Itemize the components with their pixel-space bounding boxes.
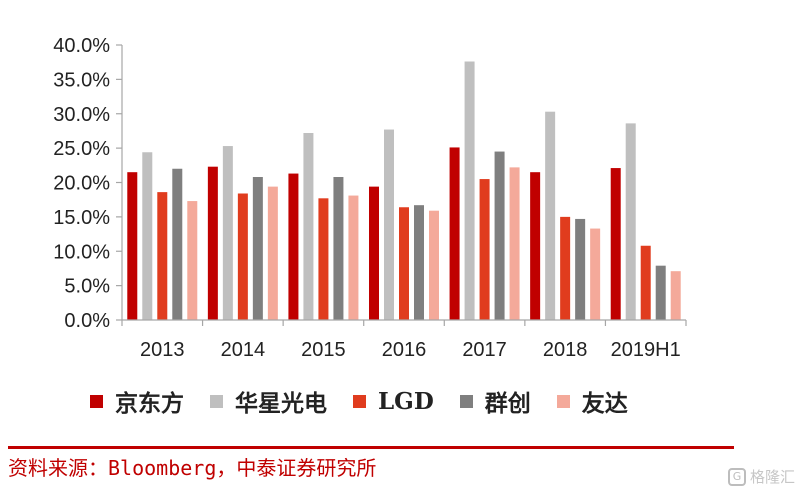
legend-label: 友达 [581, 390, 628, 417]
bars [127, 61, 681, 320]
bar-2-2015 [303, 133, 314, 320]
x-tick-label: 2016 [382, 339, 427, 361]
legend-item: LGD [353, 388, 434, 415]
bar-1-2018 [530, 172, 541, 320]
watermark: G 格隆汇 [728, 466, 795, 487]
bar-4-2018 [575, 218, 586, 320]
legend-label: LGD [378, 387, 434, 415]
legend-swatch [90, 394, 103, 408]
legend-label: 华星光电 [235, 390, 327, 417]
legend-swatch [353, 394, 366, 408]
bar-4-2015 [333, 177, 344, 320]
bar-1-2013 [127, 172, 138, 320]
y-tick-label: 30.0% [53, 104, 110, 126]
bar-4-2013 [172, 168, 183, 320]
bar-1-2019H1 [610, 168, 621, 320]
bar-3-2019H1 [640, 245, 651, 320]
bar-4-2019H1 [655, 265, 666, 320]
bar-5-2016 [429, 210, 439, 320]
legend-swatch [556, 394, 570, 408]
bar-5-2019H1 [670, 271, 681, 320]
bar-2-2017 [464, 61, 475, 320]
chart-legend: 京东方 华星光电 LGD 群创 友达 [90, 383, 710, 419]
x-tick-label: 2015 [301, 339, 346, 361]
x-axis-ticks: 2013 2014 2015 2016 2017 2018 2019H1 [121, 320, 687, 361]
y-tick-label: 15.0% [53, 207, 110, 229]
x-tick-label: 2014 [221, 339, 266, 361]
y-tick-label: 35.0% [53, 69, 110, 91]
source-divider [8, 446, 734, 449]
bar-5-2013 [187, 201, 198, 320]
legend-label: 京东方 [115, 390, 184, 417]
bar-2-2018 [545, 111, 556, 320]
bar-5-2018 [590, 228, 601, 320]
legend-swatch [210, 394, 223, 408]
y-tick-label: 5.0% [64, 276, 110, 298]
legend-item: 华星光电 [210, 384, 327, 418]
bar-4-2016 [414, 205, 424, 320]
bar-2-2019H1 [625, 123, 636, 320]
bar-1-2015 [288, 173, 299, 320]
y-tick-label: 0.0% [64, 310, 110, 332]
y-tick-label: 10.0% [53, 241, 110, 263]
y-axis-ticks: 0.0% 5.0% 10.0% 15.0% 20.0% 25.0% 30.0% 35.0% 40… [53, 35, 122, 332]
bar-3-2016 [399, 207, 409, 320]
watermark-text: 格隆汇 [750, 468, 796, 486]
legend-item: 友达 [556, 384, 628, 418]
legend-item: 京东方 [90, 384, 184, 418]
x-tick-label: 2018 [543, 339, 588, 361]
bar-2-2016 [384, 129, 394, 320]
bar-4-2017 [494, 151, 505, 320]
bar-1-2014 [207, 166, 218, 320]
bar-4-2014 [252, 177, 263, 320]
y-tick-label: 20.0% [53, 173, 110, 195]
legend-swatch [459, 394, 473, 408]
bar-3-2017 [479, 179, 490, 320]
bar-5-2017 [509, 167, 520, 320]
y-tick-label: 25.0% [53, 138, 110, 160]
bar-5-2014 [267, 186, 278, 320]
bar-3-2018 [560, 216, 571, 320]
x-tick-label: 2017 [462, 339, 507, 361]
y-tick-label: 40.0% [53, 35, 110, 57]
source-note: 资料来源：Bloomberg，中泰证券研究所 [8, 456, 377, 480]
bar-2-2014 [222, 146, 233, 320]
bar-3-2013 [157, 192, 168, 320]
x-tick-label: 2019H1 [611, 339, 681, 361]
bar-3-2015 [318, 198, 329, 320]
watermark-logo-icon: G [728, 467, 746, 486]
bar-5-2015 [348, 195, 359, 320]
bar-1-2017 [449, 147, 460, 320]
bar-2-2013 [142, 152, 153, 320]
x-tick-label: 2013 [140, 339, 185, 361]
bar-1-2016 [369, 186, 379, 320]
bar-chart: 0.0% 5.0% 10.0% 15.0% 20.0% 25.0% 30.0% 35.0% 40… [53, 35, 687, 361]
legend-item: 群创 [459, 384, 531, 418]
legend-label: 群创 [484, 390, 531, 417]
bar-3-2014 [237, 193, 248, 320]
